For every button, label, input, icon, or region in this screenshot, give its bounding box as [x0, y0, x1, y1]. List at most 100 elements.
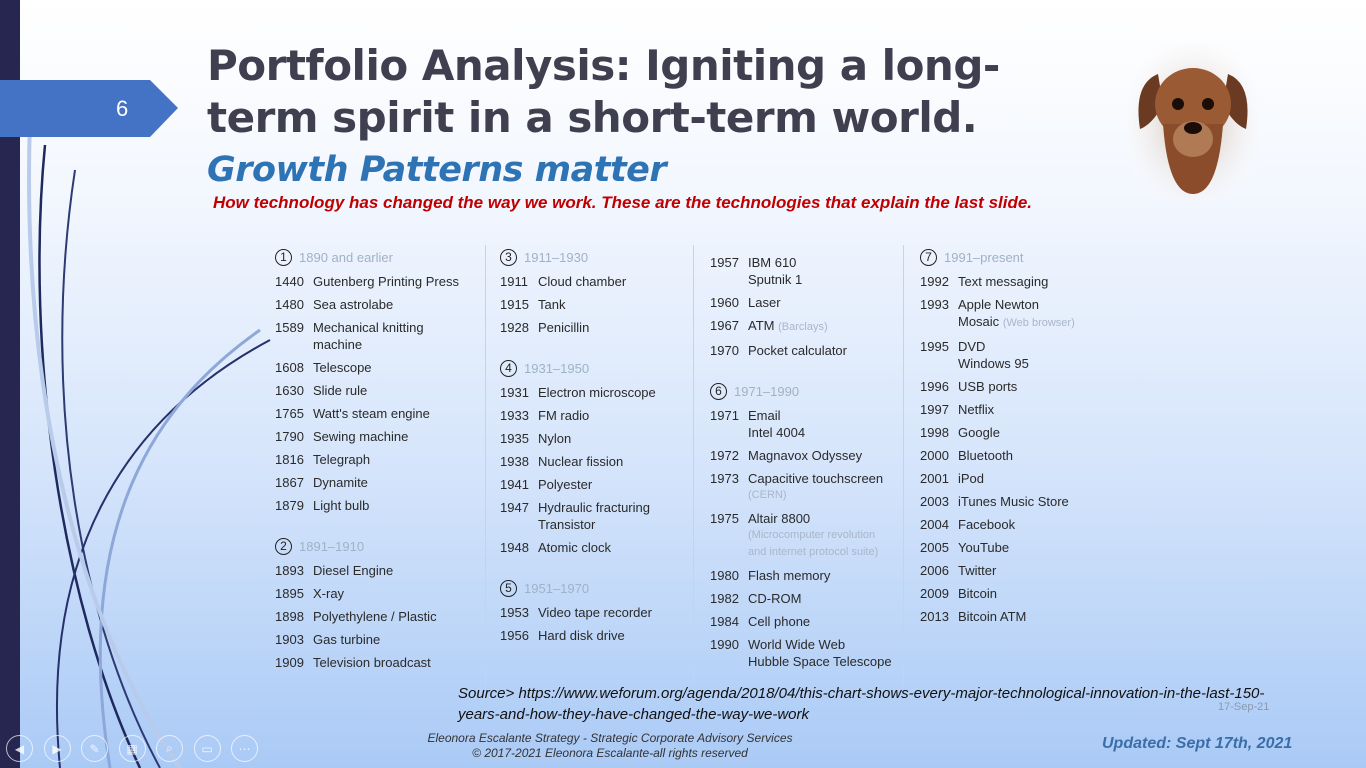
column-divider — [485, 245, 486, 685]
period-header: 7 1991–present — [920, 245, 1110, 269]
item-year: 1997 — [920, 402, 949, 417]
timeline-item: 1982 CD-ROM — [710, 590, 900, 613]
timeline-item: 1909 Television broadcast — [275, 654, 475, 677]
item-technology: Bitcoin ATM — [958, 609, 1027, 624]
timeline-item: 1990 World Wide Web Hubble Space Telescope — [710, 636, 900, 676]
item-year: 1993 — [920, 297, 949, 312]
period-header: 4 1931–1950 — [500, 356, 700, 380]
timeline-column-3: 1957 IBM 610 Sputnik 1 1960 Laser 1967 ATM (Ba… — [710, 254, 900, 676]
item-technology: Intel 4004 — [748, 425, 806, 440]
item-technology: DVD — [958, 339, 986, 354]
item-technology: Penicillin — [538, 320, 590, 335]
next-button[interactable]: ▶ — [43, 735, 71, 762]
item-technology: Altair 8800 — [748, 511, 811, 526]
item-technology: Mosaic — [958, 314, 1000, 329]
pen-icon: ✎ — [89, 741, 100, 756]
more-icon: ⋯ — [238, 741, 251, 756]
timeline-item: 1941 Polyester — [500, 476, 700, 499]
item-year: 1995 — [920, 339, 949, 354]
item-year: 1911 — [500, 274, 528, 289]
timeline-item: 2004 Facebook — [920, 516, 1110, 539]
zoom-icon: ⌕ — [166, 741, 173, 755]
item-year: 1928 — [500, 320, 529, 335]
item-technology: Magnavox Odyssey — [748, 448, 863, 463]
timeline-item: 1928 Penicillin — [500, 319, 700, 342]
item-year: 1938 — [500, 454, 529, 469]
item-year: 1972 — [710, 448, 739, 463]
timeline-item: 1972 Magnavox Odyssey — [710, 447, 900, 470]
period-label: 1911–1930 — [524, 249, 589, 265]
pen-button[interactable]: ✎ — [81, 735, 108, 762]
timeline-item: 1480 Sea astrolabe — [275, 296, 475, 319]
item-technology: Hydraulic fracturing — [538, 500, 650, 515]
timeline-item: 1996 USB ports — [920, 378, 1110, 401]
timeline-item: 2001 iPod — [920, 470, 1110, 493]
timeline-item: 1984 Cell phone — [710, 613, 900, 636]
item-technology: Apple Newton — [958, 297, 1039, 312]
timeline-item: 2005 YouTube — [920, 539, 1110, 562]
zoom-button[interactable]: ⌕ — [156, 735, 183, 762]
slides-grid-button[interactable]: ▦ — [118, 735, 146, 762]
item-year: 1984 — [710, 614, 739, 629]
item-technology: Dynamite — [313, 475, 368, 490]
item-technology: Telescope — [313, 360, 372, 375]
item-technology: Transistor — [538, 517, 596, 532]
item-technology: USB ports — [958, 379, 1018, 394]
timeline-item: 2006 Twitter — [920, 562, 1110, 585]
item-year: 1998 — [920, 425, 949, 440]
dog-portrait-image — [1128, 44, 1258, 202]
timeline-item: 2000 Bluetooth — [920, 447, 1110, 470]
subtitles-button[interactable]: ▭ — [193, 735, 221, 762]
item-year: 1956 — [500, 628, 529, 643]
item-year: 1765 — [275, 406, 304, 421]
item-technology: Hard disk drive — [538, 628, 625, 643]
item-technology: Diesel Engine — [313, 563, 394, 578]
period-label: 1951–1970 — [524, 580, 590, 596]
previous-button[interactable]: ◀ — [6, 735, 33, 762]
timeline-item: 1790 Sewing machine — [275, 428, 475, 451]
column-divider — [903, 245, 904, 685]
timeline-item: 1995 DVD Windows 95 — [920, 338, 1110, 378]
column-divider — [693, 245, 694, 685]
item-note: (Microcomputer revolution — [748, 529, 876, 541]
item-year: 1630 — [275, 383, 304, 398]
item-technology: FM radio — [538, 408, 590, 423]
timeline-item: 1608 Telescope — [275, 359, 475, 382]
footer: Eleonora Escalante Strategy - Strategic … — [390, 731, 830, 761]
item-technology: Capacitive touchscreen — [748, 471, 884, 486]
footer-copyright: © 2017-2021 Eleonora Escalante-all right… — [472, 746, 748, 760]
item-year: 1967 — [710, 318, 739, 333]
item-year: 1893 — [275, 563, 304, 578]
timeline-item: 1893 Diesel Engine — [275, 562, 475, 585]
item-year: 1589 — [275, 320, 304, 335]
decorative-curves — [27, 119, 271, 768]
item-year: 1947 — [500, 500, 529, 515]
item-technology: machine — [313, 337, 363, 352]
timeline-item: 1973 Capacitive touchscreen (CERN) — [710, 470, 900, 510]
item-year: 1909 — [275, 655, 304, 670]
previous-icon: ◀ — [14, 741, 25, 756]
item-technology: Gas turbine — [313, 632, 381, 647]
timeline-item: 1980 Flash memory — [710, 567, 900, 590]
item-year: 1879 — [275, 498, 304, 513]
item-technology: Sputnik 1 — [748, 272, 803, 287]
item-technology: Bluetooth — [958, 448, 1013, 463]
more-button[interactable]: ⋯ — [231, 735, 258, 762]
item-technology: YouTube — [958, 540, 1010, 555]
item-technology: Polyethylene / Plastic — [313, 609, 437, 624]
period-label: 1891–1910 — [299, 538, 365, 554]
timeline-item: 1993 Apple Newton Mosaic (Web browser) — [920, 296, 1110, 338]
item-year: 1996 — [920, 379, 949, 394]
timeline-item: 1903 Gas turbine — [275, 631, 475, 654]
period-header: 5 1951–1970 — [500, 576, 700, 600]
period-header: 6 1971–1990 — [710, 379, 900, 403]
period-number-icon: 4 — [500, 359, 517, 377]
item-year: 1608 — [275, 360, 304, 375]
timeline-item: 1589 Mechanical knitting machine — [275, 319, 475, 359]
timeline-item: 1765 Watt's steam engine — [275, 405, 475, 428]
item-year: 2006 — [920, 563, 949, 578]
item-year: 1980 — [710, 568, 739, 583]
item-technology: Tank — [538, 297, 566, 312]
item-technology: Nylon — [538, 431, 572, 446]
item-technology: ATM — [748, 318, 775, 333]
